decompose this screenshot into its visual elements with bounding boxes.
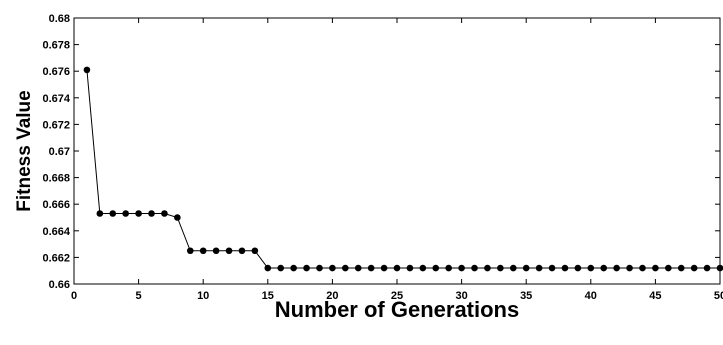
data-point xyxy=(96,210,104,217)
data-point xyxy=(600,264,608,272)
y-tick-label: 0.662 xyxy=(42,252,70,264)
data-point xyxy=(484,264,491,272)
data-point xyxy=(587,264,595,272)
data-point xyxy=(406,264,414,272)
series-line xyxy=(86,69,720,269)
data-point xyxy=(109,210,117,217)
x-tick-label: 40 xyxy=(585,290,597,302)
data-point xyxy=(509,264,517,272)
data-point xyxy=(225,247,233,255)
data-point xyxy=(703,264,711,272)
data-point xyxy=(367,264,375,272)
data-point xyxy=(290,264,297,272)
data-point xyxy=(419,264,427,272)
x-tick-label: 30 xyxy=(455,290,467,302)
x-tick-label: 15 xyxy=(262,290,274,302)
y-tick-label: 0.664 xyxy=(42,226,70,238)
x-tick-label: 35 xyxy=(520,290,532,302)
data-point xyxy=(316,264,323,272)
y-tick-label: 0.674 xyxy=(42,93,70,105)
data-point xyxy=(264,264,272,272)
data-point xyxy=(613,264,620,272)
x-tick-label: 25 xyxy=(391,290,403,302)
data-point xyxy=(238,247,246,255)
data-point xyxy=(574,264,582,272)
data-point xyxy=(135,210,142,217)
data-point xyxy=(303,264,310,272)
data-point xyxy=(677,264,685,272)
x-tick-label: 0 xyxy=(71,290,77,302)
data-point xyxy=(174,214,181,221)
y-axis-title: Fitness Value xyxy=(14,90,35,211)
plot-frame xyxy=(73,17,721,285)
data-point xyxy=(665,264,672,272)
data-point xyxy=(393,264,401,272)
y-tick-label: 0.68 xyxy=(49,13,70,25)
data-point xyxy=(535,264,543,272)
y-tick-label: 0.676 xyxy=(42,66,70,78)
data-point xyxy=(277,264,285,272)
y-tick-label: 0.668 xyxy=(42,173,70,185)
data-point xyxy=(716,264,723,272)
data-point xyxy=(626,264,633,272)
data-point xyxy=(458,264,465,272)
data-point xyxy=(342,264,349,272)
data-point xyxy=(380,264,388,272)
data-point xyxy=(122,210,129,217)
data-point xyxy=(522,264,530,272)
y-tick-label: 0.66 xyxy=(49,279,70,291)
axis-ticks xyxy=(73,17,721,285)
data-point xyxy=(329,264,336,272)
y-tick-label: 0.666 xyxy=(42,199,70,211)
data-point xyxy=(561,264,569,272)
tick-labels: 0 5 10 15 20 25 30 35 40 45 50 0.66 0.662 0.664 0.666 0… xyxy=(42,13,723,302)
x-tick-label: 50 xyxy=(714,290,723,302)
data-point xyxy=(148,210,155,217)
x-tick-label: 45 xyxy=(649,290,661,302)
data-point xyxy=(83,66,91,74)
data-point xyxy=(354,264,362,272)
x-axis-title: Number of Generations xyxy=(275,297,519,322)
data-point xyxy=(652,264,659,272)
x-tick-label: 10 xyxy=(197,290,209,302)
data-point xyxy=(161,210,168,217)
x-tick-label: 5 xyxy=(136,290,142,302)
data-point xyxy=(251,247,259,255)
data-point xyxy=(497,264,504,272)
data-point xyxy=(199,247,207,255)
data-point xyxy=(548,264,556,272)
data-point xyxy=(212,247,220,255)
data-point xyxy=(432,264,440,272)
series-markers xyxy=(83,66,723,272)
y-tick-label: 0.67 xyxy=(49,146,70,158)
y-tick-label: 0.672 xyxy=(42,119,70,131)
data-point xyxy=(690,264,698,272)
data-point xyxy=(639,264,646,272)
data-point xyxy=(445,264,452,272)
data-point xyxy=(186,247,194,255)
x-tick-label: 20 xyxy=(326,290,338,302)
y-tick-label: 0.678 xyxy=(42,40,70,52)
data-point xyxy=(471,264,478,272)
